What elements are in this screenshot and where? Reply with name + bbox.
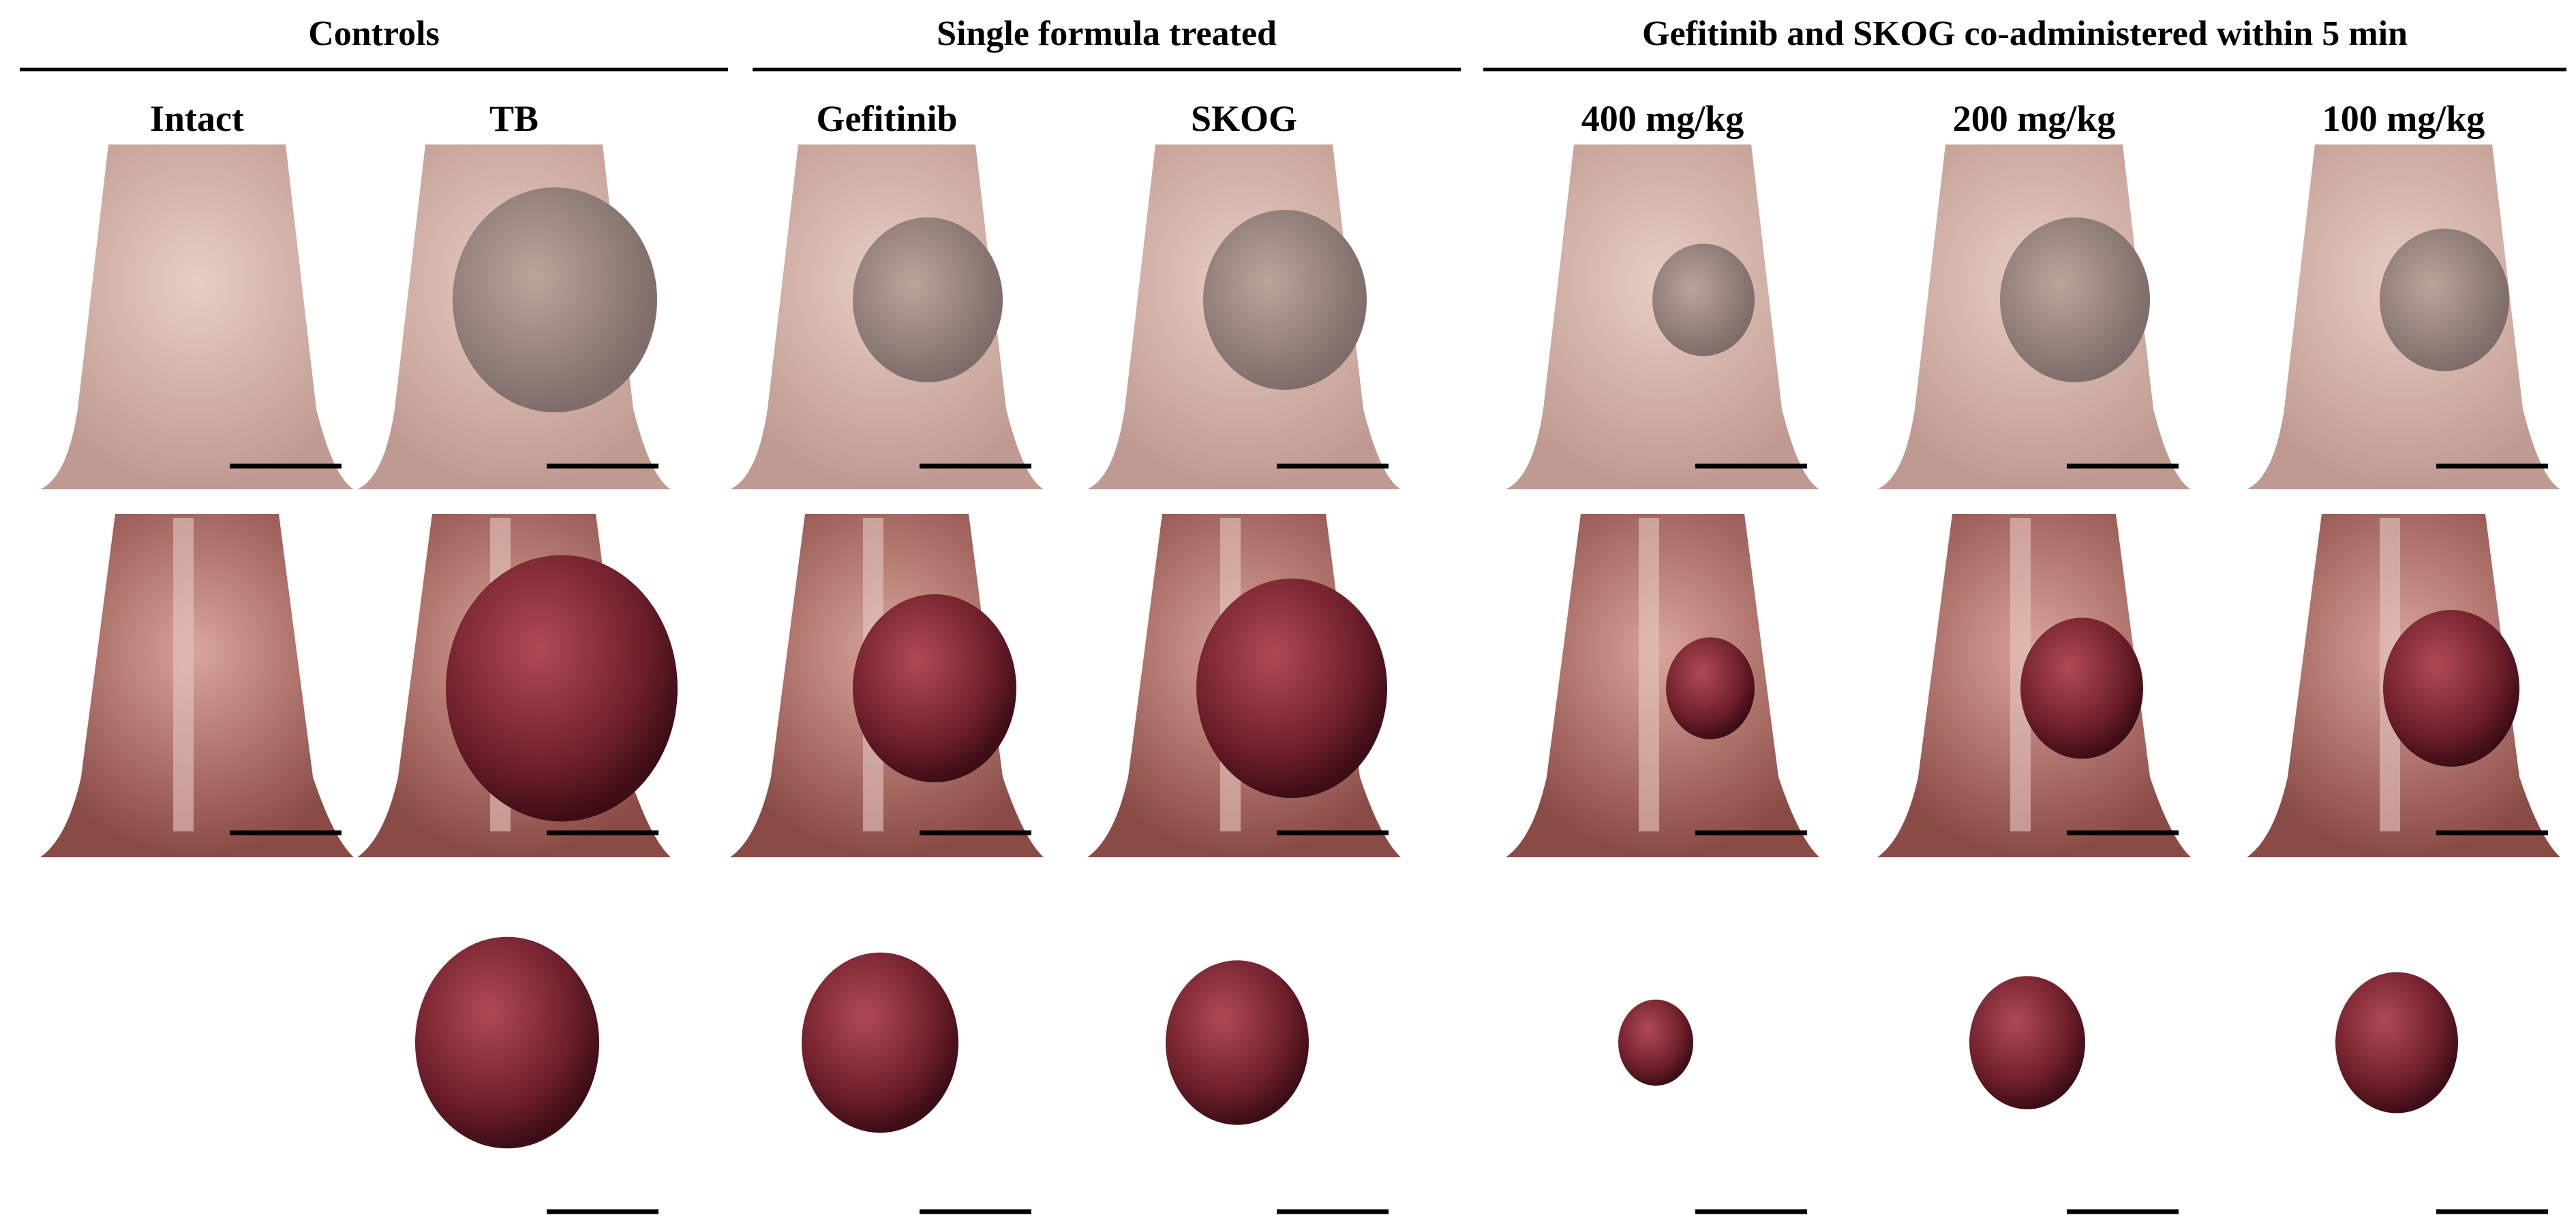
exposed-tumor (446, 555, 678, 822)
photo-column (730, 144, 1044, 1133)
group-title: Gefitinib and SKOG co-administered withi… (1642, 14, 2408, 53)
mouse-dissected (1506, 514, 1819, 857)
mouse-dissected (40, 514, 354, 857)
excised-tumor (415, 936, 599, 1149)
exposed-tumor (1196, 579, 1387, 798)
column-label: SKOG (1191, 98, 1297, 139)
subcutaneous-tumor (2000, 217, 2150, 382)
column-label: Gefitinib (816, 98, 957, 139)
subcutaneous-tumor (453, 187, 657, 412)
excised-tumor (1969, 976, 2085, 1109)
excised-tumor (1618, 999, 1693, 1086)
photo-column (1087, 144, 1401, 1125)
column-label: 200 mg/kg (1953, 98, 2116, 139)
photo-column (1506, 144, 1819, 1086)
group-title: Controls (308, 14, 440, 53)
excised-tumor (1166, 960, 1309, 1125)
group-title: Single formula treated (937, 14, 1277, 53)
exposed-tumor (1666, 637, 1755, 739)
mouse-skin (40, 144, 354, 489)
column-label: Intact (150, 98, 244, 139)
photo-column (40, 144, 354, 857)
subcutaneous-tumor (1203, 210, 1367, 390)
excised-tumor (2335, 972, 2458, 1114)
subcutaneous-tumor (2380, 228, 2509, 371)
photo-column (2247, 144, 2560, 1114)
exposed-tumor (853, 594, 1016, 782)
subcutaneous-tumor (853, 217, 1003, 382)
exposed-tumor (2020, 617, 2143, 759)
subcutaneous-tumor (1652, 243, 1755, 356)
exposed-tumor (2383, 610, 2519, 767)
photo-column (1877, 144, 2191, 1109)
column-label: TB (489, 98, 539, 139)
column-label: 100 mg/kg (2322, 98, 2485, 139)
column-label: 400 mg/kg (1581, 98, 1744, 139)
excised-tumor (802, 952, 958, 1133)
photo-column (357, 144, 678, 1149)
